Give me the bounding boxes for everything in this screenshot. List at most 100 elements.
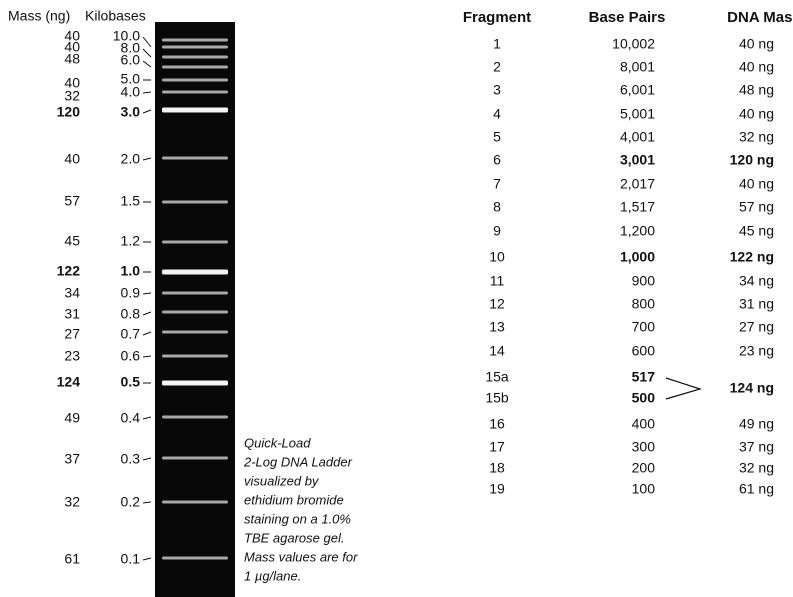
caption-line: 1 µg/lane.: [244, 568, 301, 583]
table-header: Fragment: [463, 9, 531, 26]
kb-label: 3.0: [121, 104, 141, 120]
gel-band: [162, 39, 228, 42]
fragment-cell: 11: [490, 273, 505, 289]
base-pairs-cell: 517: [632, 369, 656, 385]
base-pairs-cell: 2,017: [620, 176, 655, 192]
mass-label: 61: [64, 551, 80, 567]
base-pairs-cell: 500: [632, 390, 656, 406]
band-tick: [143, 110, 151, 113]
fragment-cell: 9: [493, 223, 501, 239]
fragment-cell: 15a: [485, 369, 509, 385]
kb-label: 0.4: [121, 410, 141, 426]
gel-band: [162, 557, 228, 560]
mass-label: 40: [64, 151, 80, 167]
fragment-cell: 2: [493, 59, 501, 75]
kb-label: 1.5: [121, 193, 141, 209]
base-pairs-cell: 6,001: [620, 82, 655, 98]
mass-cell: 37 ng: [739, 439, 774, 455]
caption-line: ethidium bromide: [244, 492, 344, 507]
base-pairs-cell: 200: [632, 460, 656, 476]
mass-cell: 23 ng: [739, 343, 774, 359]
base-pairs-cell: 1,200: [620, 223, 655, 239]
gel-band: [162, 66, 228, 69]
gel-band: [162, 381, 228, 386]
fragment-cell: 17: [489, 439, 505, 455]
base-pairs-cell: 4,001: [620, 129, 655, 145]
caption-line: staining on a 1.0%: [244, 511, 351, 526]
caption-line: visualized by: [244, 473, 320, 488]
base-pairs-cell: 1,000: [620, 249, 655, 265]
mass-cell: 31 ng: [739, 296, 774, 312]
band-tick: [143, 158, 151, 160]
base-pairs-cell: 600: [632, 343, 656, 359]
band-tick: [143, 312, 151, 315]
mass-label: 124: [57, 374, 81, 390]
kb-label: 4.0: [121, 84, 141, 100]
kb-label: 1.0: [121, 263, 141, 279]
gel-band: [162, 157, 228, 160]
gel-band: [162, 46, 228, 49]
band-tick: [143, 332, 151, 335]
mass-label: 122: [57, 263, 81, 279]
mass-label: 45: [64, 233, 80, 249]
gel-band: [162, 201, 228, 204]
caption-line: Mass values are for: [244, 549, 358, 564]
fragment-cell: 18: [489, 460, 505, 476]
kb-label: 0.6: [121, 348, 141, 364]
gel-band: [162, 311, 228, 314]
base-pairs-cell: 10,002: [612, 36, 655, 52]
base-pairs-cell: 300: [632, 439, 656, 455]
mass-label: 32: [64, 494, 80, 510]
mass-cell: 124 ng: [730, 380, 774, 396]
mass-label: 49: [64, 410, 80, 426]
mass-label: 120: [57, 104, 81, 120]
gel-band: [162, 91, 228, 94]
caption-line: 2-Log DNA Ladder: [243, 454, 353, 469]
mass-cell: 57 ng: [739, 199, 774, 215]
table-header: Base Pairs: [589, 9, 666, 26]
mass-cell: 61 ng: [739, 481, 774, 497]
band-tick: [143, 558, 151, 560]
mass-cell: 27 ng: [739, 319, 774, 335]
fragment-cell: 3: [493, 82, 501, 98]
caption-line: TBE agarose gel.: [244, 530, 344, 545]
band-tick: [143, 37, 151, 47]
kb-label: 2.0: [121, 151, 141, 167]
mass-label: 32: [64, 88, 80, 104]
base-pairs-cell: 400: [632, 416, 656, 432]
gel-band: [162, 108, 228, 113]
mass-label: 37: [64, 451, 80, 467]
band-tick: [143, 458, 151, 460]
merge-bracket: [666, 378, 700, 399]
base-pairs-cell: 3,001: [620, 152, 655, 168]
mass-cell: 40 ng: [739, 59, 774, 75]
mass-label: 31: [64, 306, 80, 322]
mass-cell: 120 ng: [730, 152, 774, 168]
kb-label: 0.9: [121, 285, 141, 301]
mass-label: 48: [64, 51, 80, 67]
gel-band: [162, 501, 228, 504]
fragment-cell: 16: [489, 416, 505, 432]
kb-label: 0.3: [121, 451, 141, 467]
mass-cell: 45 ng: [739, 223, 774, 239]
mass-cell: 122 ng: [730, 249, 774, 265]
fragment-cell: 4: [493, 106, 501, 122]
base-pairs-cell: 8,001: [620, 59, 655, 75]
gel-band: [162, 270, 228, 275]
base-pairs-cell: 1,517: [620, 199, 655, 215]
fragment-cell: 19: [489, 481, 505, 497]
mass-cell: 34 ng: [739, 273, 774, 289]
band-tick: [143, 502, 151, 503]
fragment-cell: 6: [493, 152, 501, 168]
base-pairs-cell: 900: [632, 273, 656, 289]
base-pairs-cell: 5,001: [620, 106, 655, 122]
mass-cell: 40 ng: [739, 176, 774, 192]
fragment-cell: 12: [489, 296, 505, 312]
band-tick: [143, 61, 151, 67]
band-tick: [143, 356, 151, 357]
fragment-cell: 13: [489, 319, 505, 335]
page: Mass (ng) Kilobases 4010.0408.0486.0405.…: [0, 0, 793, 597]
mass-label: 57: [64, 193, 80, 209]
kb-label: 0.7: [121, 326, 141, 342]
base-pairs-cell: 800: [632, 296, 656, 312]
